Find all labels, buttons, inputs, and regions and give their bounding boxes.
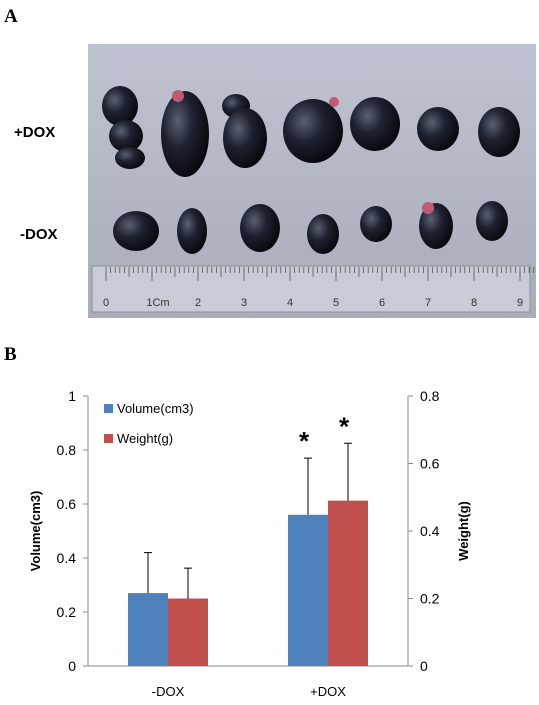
ruler-label: 6 [379,297,385,309]
x-tick-label: +DOX [310,684,346,699]
bar [328,500,368,666]
ruler-label: 3 [241,297,247,309]
tumors-minus-dox [113,201,508,254]
y-tick-label-right: 0 [420,658,428,674]
ruler-label: 7 [425,297,431,309]
bar [168,598,208,666]
ruler-label: 1Cm [146,297,169,309]
bar-chart: 0 0.2 0.4 0.6 0.8 1 0 0.2 0.4 0.6 0.8 Volume(cm3) We… [28,388,471,699]
bar [128,593,168,666]
y-tick-label-right: 0.2 [420,591,440,607]
panel-letter-a: A [4,6,18,27]
y-axis-title-left: Volume(cm3) [28,491,43,572]
ruler-label: 5 [333,297,339,309]
tumor-photo: 0 1Cm 2 3 4 5 6 7 8 9 [88,44,536,318]
y-tick-label-right: 0.6 [420,456,440,472]
significance-marker: * [339,411,350,441]
y-axis-title-right: Weight(g) [456,501,471,561]
bar [288,514,328,666]
ruler-label: 9 [517,297,523,309]
y-tick-label-left: 1 [68,388,76,404]
legend-label: Volume(cm3) [117,401,194,416]
y-tick-label-left: 0.6 [57,496,77,512]
y-tick-label-right: 0.4 [420,523,440,539]
significance-marker: * [299,426,310,456]
x-tick-label: -DOX [152,684,185,699]
legend-swatch [104,434,113,443]
ruler-label: 0 [103,297,109,309]
tumors-plus-dox [102,86,520,177]
row-label-minus-dox: -DOX [20,226,58,243]
legend-label: Weight(g) [117,431,173,446]
ruler-label: 8 [471,297,477,309]
row-label-plus-dox: +DOX [14,124,56,141]
ruler-label: 2 [195,297,201,309]
ruler: 0 1Cm 2 3 4 5 6 7 8 9 [91,265,535,313]
y-tick-label-right: 0.8 [420,388,440,404]
y-tick-label-left: 0 [68,658,76,674]
ruler-label: 4 [287,297,293,309]
y-tick-label-left: 0.2 [57,604,77,620]
panel-letter-b: B [4,344,17,365]
legend-swatch [104,404,113,413]
y-tick-label-left: 0.4 [57,550,77,566]
y-tick-label-left: 0.8 [57,442,77,458]
